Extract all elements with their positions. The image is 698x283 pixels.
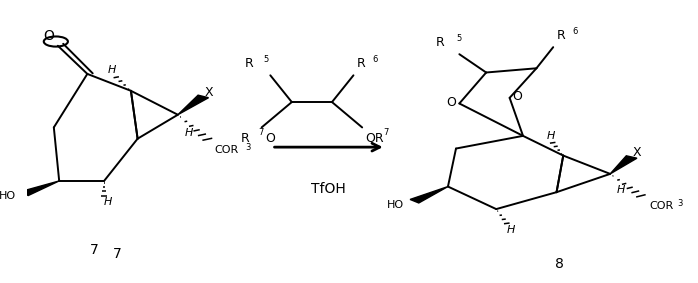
Text: 6: 6 xyxy=(372,55,378,64)
Text: H: H xyxy=(507,225,515,235)
Text: TfOH: TfOH xyxy=(311,182,346,196)
Text: OR: OR xyxy=(366,132,384,145)
Text: H: H xyxy=(103,197,112,207)
Text: O: O xyxy=(513,90,523,103)
Text: R: R xyxy=(245,57,253,70)
Text: H: H xyxy=(617,185,625,195)
Text: H: H xyxy=(547,131,556,141)
Text: COR: COR xyxy=(649,201,674,211)
Text: 7: 7 xyxy=(258,128,264,137)
Text: 3: 3 xyxy=(245,143,251,153)
Text: HO: HO xyxy=(387,200,404,210)
Text: 5: 5 xyxy=(456,35,461,44)
Text: 7: 7 xyxy=(89,243,98,257)
Text: X: X xyxy=(632,146,641,159)
Polygon shape xyxy=(20,181,59,196)
Text: 5: 5 xyxy=(264,55,269,64)
Text: R: R xyxy=(241,132,250,145)
Text: X: X xyxy=(205,86,213,99)
Text: O: O xyxy=(447,96,456,109)
Text: H: H xyxy=(108,65,117,75)
Text: 8: 8 xyxy=(556,257,565,271)
Text: H: H xyxy=(184,128,193,138)
Text: 6: 6 xyxy=(572,27,577,37)
Polygon shape xyxy=(410,186,448,203)
Text: R: R xyxy=(556,29,565,42)
Text: O: O xyxy=(265,132,275,145)
Text: 7: 7 xyxy=(113,247,122,261)
Polygon shape xyxy=(610,156,637,174)
Text: 7: 7 xyxy=(384,128,389,137)
Text: 3: 3 xyxy=(677,199,683,208)
Text: R: R xyxy=(357,57,366,70)
Text: O: O xyxy=(44,29,54,43)
Text: COR: COR xyxy=(215,145,239,155)
Polygon shape xyxy=(178,95,209,115)
Text: R: R xyxy=(436,36,445,49)
Text: HO: HO xyxy=(0,191,15,201)
